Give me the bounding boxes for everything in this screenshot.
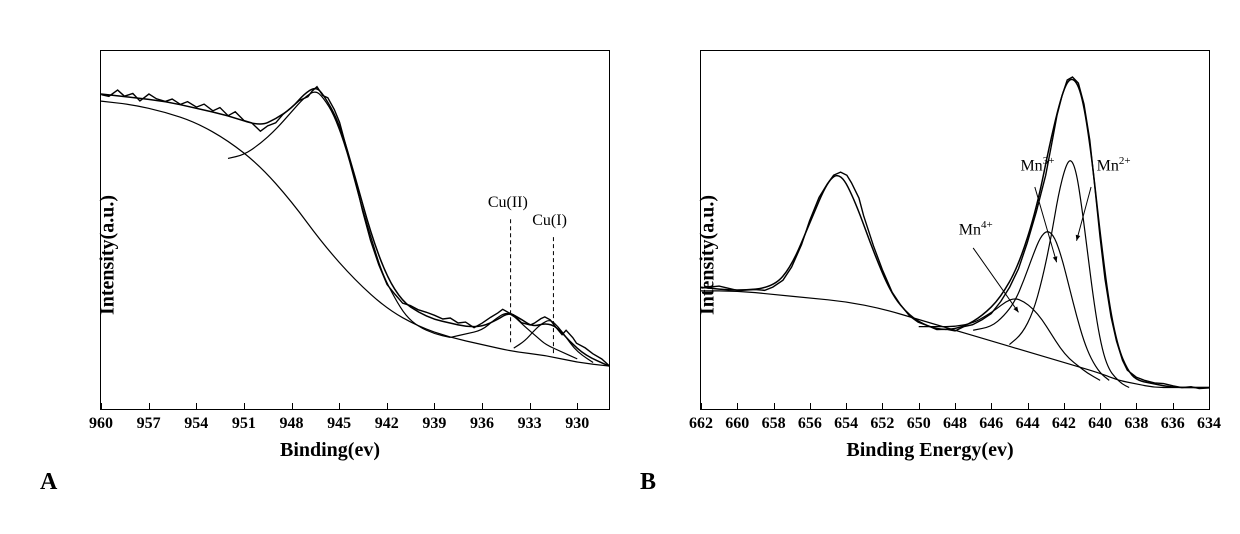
panel-label-a: A bbox=[40, 469, 57, 496]
xtick-label: 646 bbox=[979, 415, 1003, 433]
chart-svg-b bbox=[701, 51, 1209, 409]
annotation: Cu(II) bbox=[488, 194, 528, 212]
xtick-label: 930 bbox=[565, 415, 589, 433]
xtick-label: 636 bbox=[1161, 415, 1185, 433]
xlabel-b: Binding Energy(ev) bbox=[640, 439, 1220, 462]
xtick-label: 648 bbox=[943, 415, 967, 433]
annotation: Mn2+ bbox=[1097, 155, 1131, 175]
xtick-label: 951 bbox=[232, 415, 256, 433]
xtick-label: 942 bbox=[375, 415, 399, 433]
xtick-label: 939 bbox=[422, 415, 446, 433]
xtick-label: 960 bbox=[89, 415, 113, 433]
chart-svg-a bbox=[101, 51, 609, 409]
xtick-label: 656 bbox=[798, 415, 822, 433]
xtick-label: 640 bbox=[1088, 415, 1112, 433]
annotation: Mn3+ bbox=[1020, 155, 1054, 175]
figure: Intensity(a.u.) 960957954951948945942939… bbox=[0, 0, 1240, 534]
xtick-label: 933 bbox=[518, 415, 542, 433]
plot-area-b: 6626606586566546526506486466446426406386… bbox=[700, 50, 1210, 410]
annotation: Cu(I) bbox=[532, 212, 567, 230]
plot-area-a: 960957954951948945942939936933930Cu(II)C… bbox=[100, 50, 610, 410]
xtick-label: 660 bbox=[725, 415, 749, 433]
xtick-label: 658 bbox=[762, 415, 786, 433]
xtick-label: 945 bbox=[327, 415, 351, 433]
xtick-label: 654 bbox=[834, 415, 858, 433]
xtick-label: 957 bbox=[137, 415, 161, 433]
panel-a: Intensity(a.u.) 960957954951948945942939… bbox=[40, 20, 620, 490]
xtick-label: 652 bbox=[870, 415, 894, 433]
xtick-label: 662 bbox=[689, 415, 713, 433]
xtick-label: 936 bbox=[470, 415, 494, 433]
xlabel-a: Binding(ev) bbox=[40, 439, 620, 462]
xtick-label: 644 bbox=[1016, 415, 1040, 433]
annotation: Mn4+ bbox=[959, 219, 993, 239]
panel-b: Intensity(a.u.) 662660658656654652650648… bbox=[640, 20, 1220, 490]
xtick-label: 650 bbox=[907, 415, 931, 433]
panel-label-b: B bbox=[640, 469, 656, 496]
xtick-label: 948 bbox=[280, 415, 304, 433]
xtick-label: 634 bbox=[1197, 415, 1221, 433]
xtick-label: 954 bbox=[184, 415, 208, 433]
xtick-label: 638 bbox=[1124, 415, 1148, 433]
xtick-label: 642 bbox=[1052, 415, 1076, 433]
